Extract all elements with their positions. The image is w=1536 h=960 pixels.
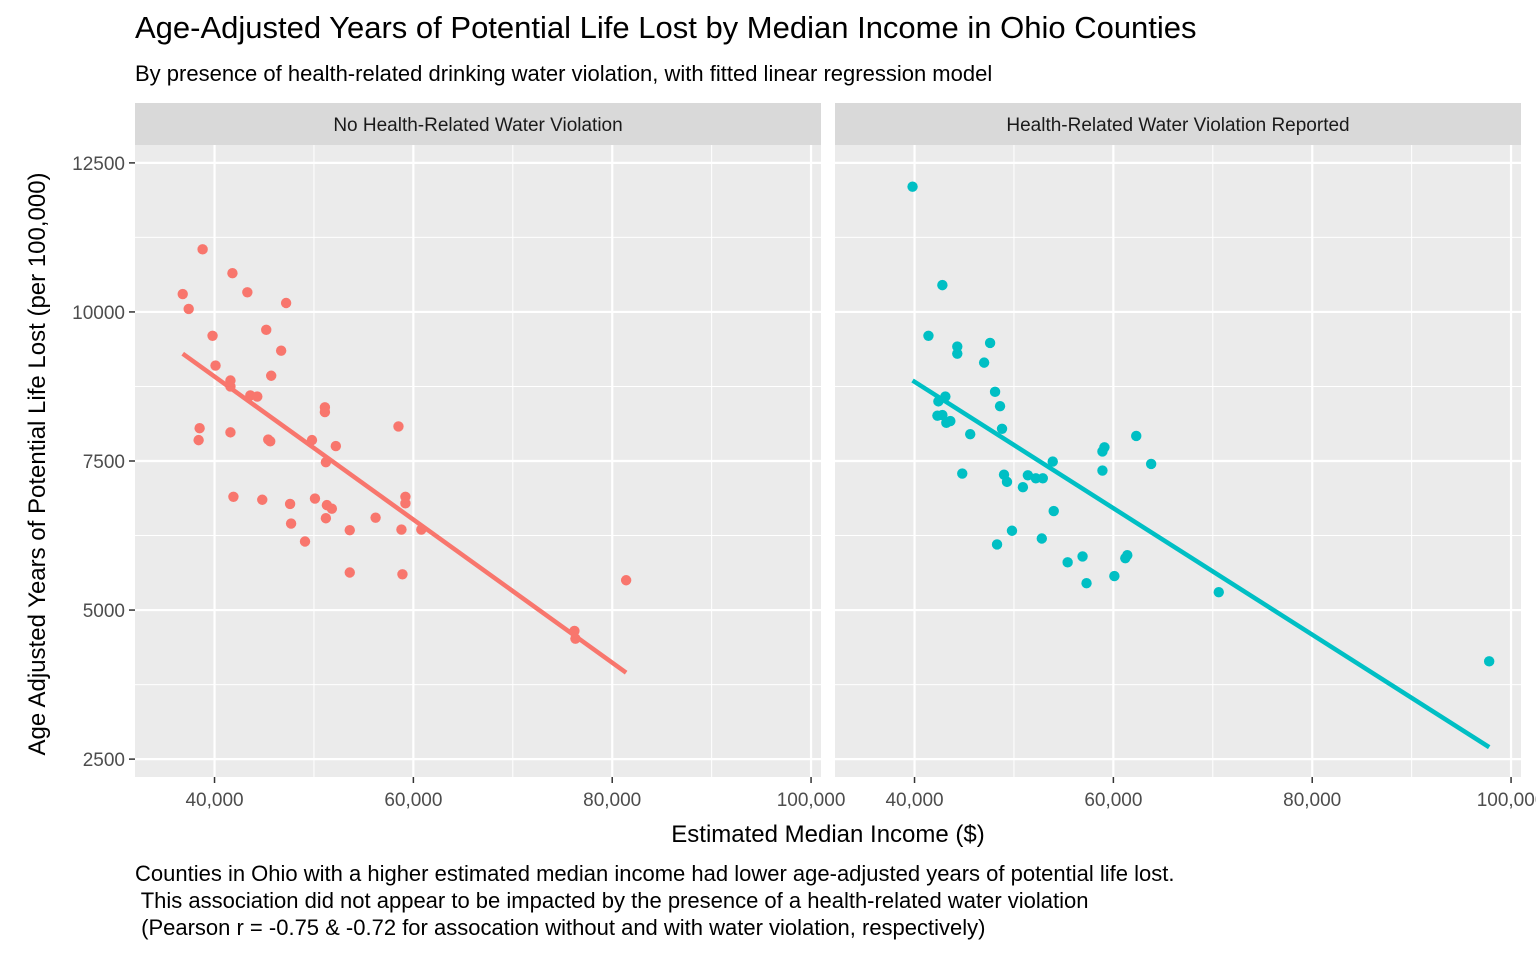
data-point bbox=[1006, 525, 1018, 536]
data-point bbox=[210, 360, 221, 371]
facet-panel-2: Health-Related Water Violation Reported 4… bbox=[835, 103, 1536, 811]
data-point bbox=[1036, 533, 1047, 544]
y-axis-title: Age Adjusted Years of Potential Life Los… bbox=[24, 172, 51, 755]
x-tick-label: 80,000 bbox=[583, 790, 641, 811]
data-point bbox=[320, 513, 332, 524]
data-point bbox=[319, 406, 331, 418]
data-point bbox=[275, 345, 287, 356]
data-point bbox=[242, 287, 253, 298]
chart-subtitle: By presence of health-related drinking w… bbox=[135, 61, 993, 86]
data-point bbox=[994, 400, 1006, 412]
facet-strip-label: No Health-Related Water Violation bbox=[333, 115, 622, 136]
facet-panels: No Health-Related Water Violation 40,000 6… bbox=[72, 103, 1536, 811]
data-point bbox=[228, 491, 239, 502]
facet-strip bbox=[135, 103, 821, 145]
data-point bbox=[397, 569, 408, 580]
data-point bbox=[945, 415, 956, 427]
data-point bbox=[1109, 570, 1120, 582]
data-point bbox=[207, 330, 218, 341]
data-point bbox=[280, 297, 292, 309]
data-point bbox=[284, 498, 296, 510]
data-point bbox=[989, 386, 1001, 398]
data-point bbox=[923, 330, 934, 341]
data-point bbox=[1077, 551, 1088, 562]
data-point bbox=[400, 498, 411, 509]
data-point bbox=[227, 267, 238, 279]
y-tick-label: 12500 bbox=[72, 154, 125, 175]
data-point bbox=[326, 503, 338, 514]
data-point bbox=[265, 436, 276, 447]
data-point bbox=[937, 279, 948, 291]
data-point bbox=[952, 348, 963, 359]
data-point bbox=[984, 337, 996, 349]
data-point bbox=[225, 427, 236, 438]
data-point bbox=[266, 370, 277, 381]
data-point bbox=[937, 409, 948, 421]
data-point bbox=[344, 567, 355, 578]
data-point bbox=[370, 512, 381, 523]
data-point bbox=[1131, 430, 1142, 442]
data-point bbox=[996, 423, 1008, 435]
y-tick-label: 10000 bbox=[72, 303, 125, 324]
data-point bbox=[1145, 458, 1157, 470]
data-point bbox=[1081, 578, 1092, 589]
data-point bbox=[299, 536, 311, 547]
data-point bbox=[197, 244, 208, 255]
data-point bbox=[965, 428, 976, 440]
data-point bbox=[1017, 482, 1029, 493]
data-point bbox=[1099, 442, 1110, 453]
chart-caption: Counties in Ohio with a higher estimated… bbox=[135, 861, 1175, 940]
data-point bbox=[1122, 550, 1133, 561]
data-point bbox=[1001, 476, 1013, 488]
data-point bbox=[183, 303, 194, 315]
data-point bbox=[393, 421, 404, 432]
facet-strip bbox=[835, 103, 1521, 145]
data-point bbox=[193, 434, 204, 446]
x-axis-title: Estimated Median Income ($) bbox=[671, 821, 984, 848]
regression-line bbox=[181, 351, 628, 675]
data-point bbox=[344, 524, 355, 536]
data-point bbox=[309, 493, 321, 504]
x-tick-label: 60,000 bbox=[1084, 790, 1142, 811]
data-point bbox=[1022, 470, 1034, 481]
data-point bbox=[330, 440, 342, 452]
data-point bbox=[396, 524, 407, 535]
x-tick-label: 40,000 bbox=[885, 790, 943, 811]
data-point bbox=[261, 324, 272, 336]
data-point bbox=[1037, 473, 1048, 484]
data-point bbox=[952, 341, 963, 352]
facet-strip-label: Health-Related Water Violation Reported bbox=[1006, 115, 1349, 136]
x-tick-label: 60,000 bbox=[384, 790, 442, 811]
data-point bbox=[907, 181, 918, 192]
data-point bbox=[1213, 586, 1224, 598]
data-point bbox=[177, 288, 188, 300]
regression-line bbox=[911, 378, 1491, 750]
data-point bbox=[1047, 456, 1058, 467]
data-point bbox=[620, 575, 632, 586]
y-tick-label: 2500 bbox=[83, 750, 125, 771]
y-tick-label: 5000 bbox=[83, 601, 125, 622]
x-tick-label: 100,000 bbox=[1477, 790, 1536, 811]
chart-title: Age-Adjusted Years of Potential Life Los… bbox=[135, 10, 1197, 45]
data-point bbox=[1062, 557, 1073, 568]
data-point bbox=[257, 494, 268, 505]
data-point bbox=[285, 518, 297, 529]
data-point bbox=[1097, 465, 1108, 476]
data-point bbox=[1048, 505, 1059, 517]
data-point bbox=[957, 468, 968, 479]
facet-panel-1: No Health-Related Water Violation 40,000 6… bbox=[72, 103, 845, 811]
x-tick-label: 100,000 bbox=[777, 790, 846, 811]
data-point bbox=[194, 423, 205, 434]
x-tick-label: 40,000 bbox=[185, 790, 243, 811]
data-point bbox=[978, 357, 990, 368]
data-point bbox=[1483, 656, 1495, 667]
data-point bbox=[991, 539, 1003, 550]
data-point bbox=[252, 391, 263, 402]
x-tick-label: 80,000 bbox=[1283, 790, 1341, 811]
y-tick-label: 7500 bbox=[83, 452, 125, 473]
